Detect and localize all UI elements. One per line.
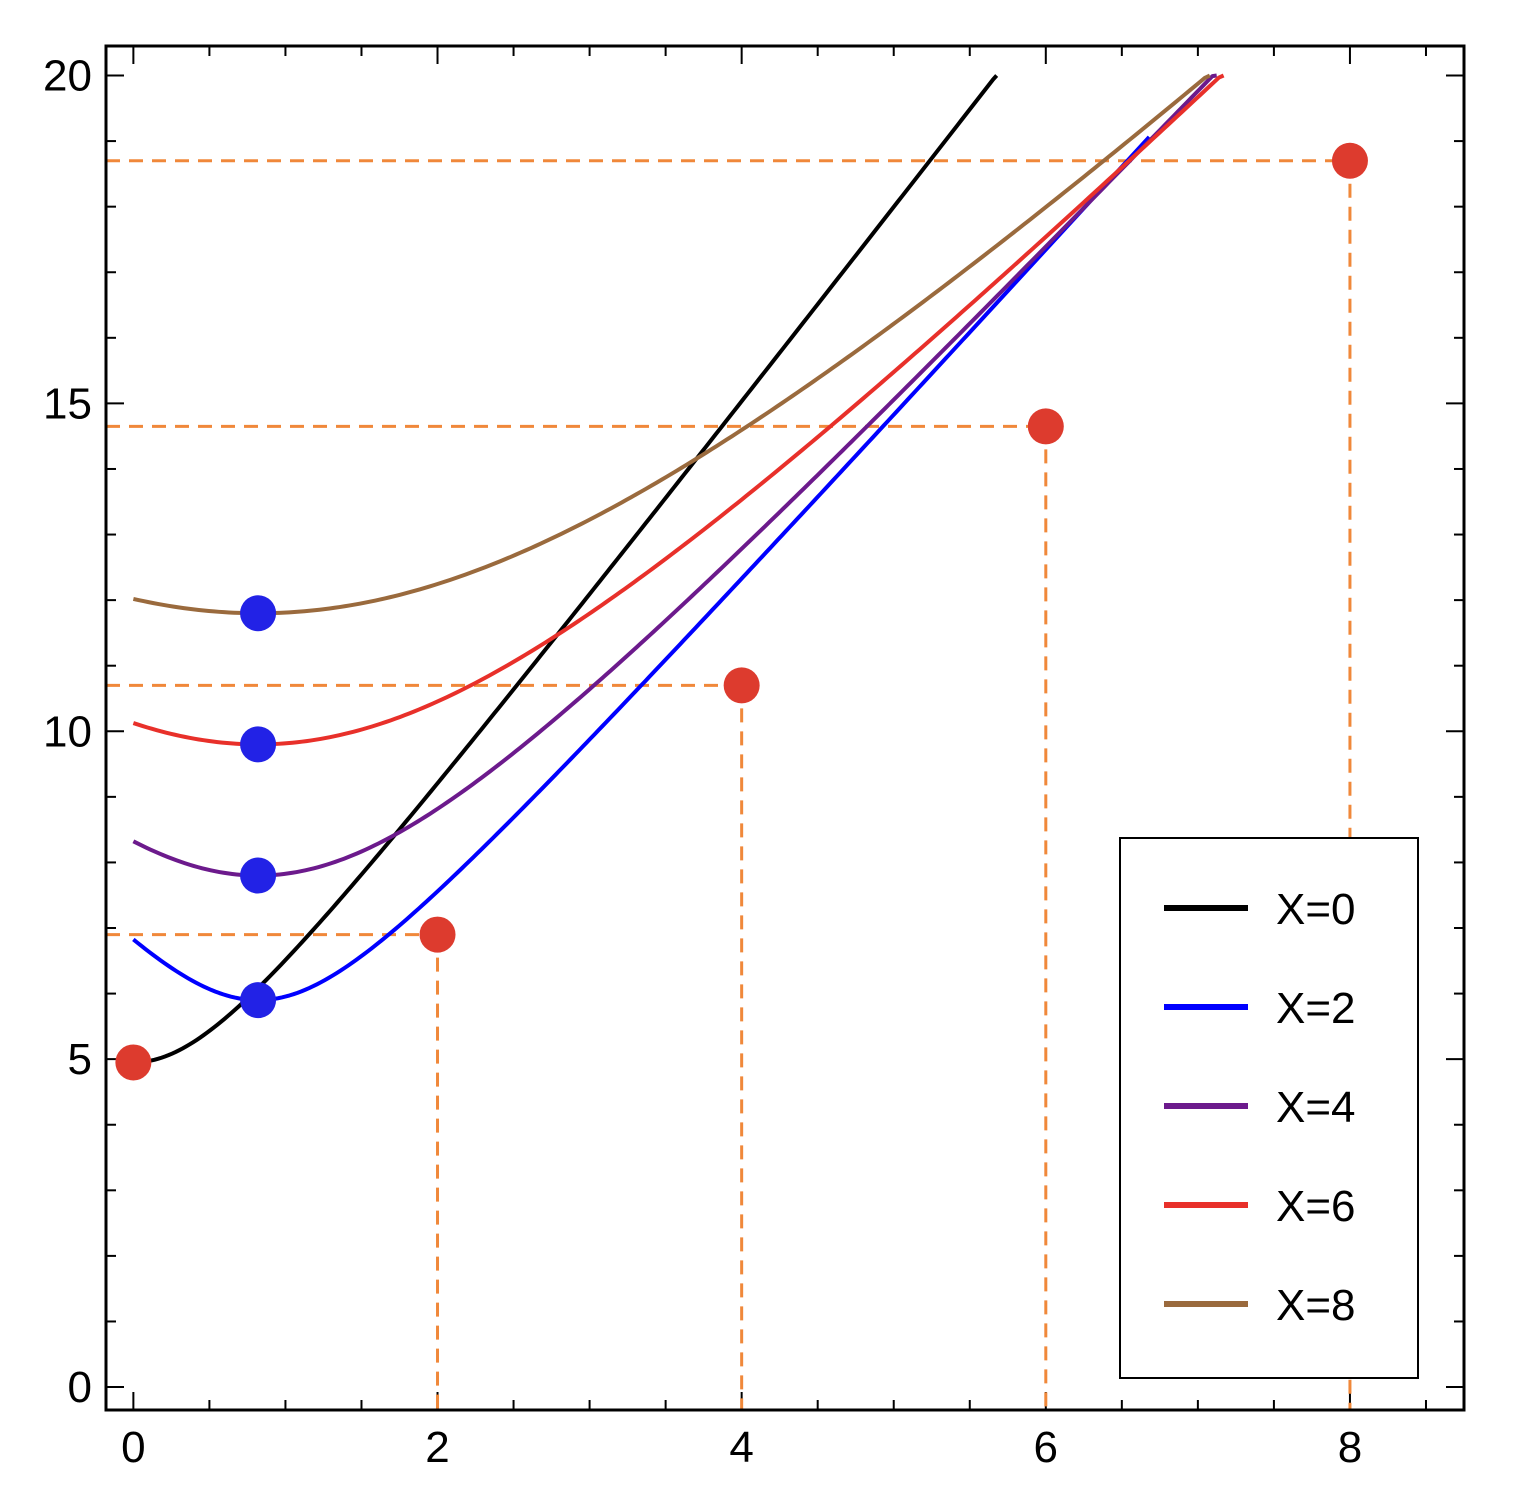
legend-label: X=0 [1276,885,1356,934]
marked-point [419,916,456,953]
marked-point [723,667,760,704]
series-line-x-0 [133,74,999,1065]
legend-label: X=8 [1276,1281,1356,1330]
series-line-x-6 [132,73,1225,747]
legend-label: X=4 [1276,1083,1356,1132]
minimum-point [240,982,277,1019]
minimum-point [240,595,277,632]
marked-point [115,1044,152,1081]
y-tick-label: 0 [68,1363,92,1412]
tick-labels: 0 2 4 6 8 0 5 10 15 20 [43,52,1362,1472]
x-tick-label: 2 [425,1423,449,1472]
minimum-point [240,857,277,894]
y-tick-label: 20 [43,52,92,101]
series-line-x-4 [132,73,1217,878]
x-tick-label: 8 [1338,1423,1362,1472]
x-tick-label: 0 [121,1423,145,1472]
y-tick-label: 10 [43,707,92,756]
legend: X=0 X=2 X=4 X=6 X=8 [1119,837,1419,1379]
y-tick-label: 15 [43,379,92,428]
data-points [115,142,1368,1081]
series-line-x-8 [132,73,1211,616]
series-lines [132,73,1225,1065]
series-line-x-2 [132,135,1151,1003]
marked-point [1027,408,1064,445]
marked-point [1331,142,1368,179]
y-tick-label: 5 [68,1035,92,1084]
legend-label: X=6 [1276,1182,1356,1231]
legend-label: X=2 [1276,984,1356,1033]
plot-frame [104,44,1466,1412]
minimum-point [240,726,277,763]
x-tick-label: 6 [1034,1423,1058,1472]
x-tick-label: 4 [729,1423,753,1472]
